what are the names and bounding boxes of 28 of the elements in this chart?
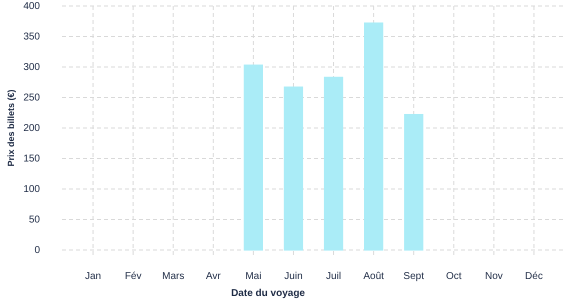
x-tick-label: Avr: [206, 271, 222, 282]
x-tick-label: Août: [363, 271, 384, 282]
y-tick-label: 350: [23, 32, 40, 43]
y-tick-label: 400: [23, 1, 40, 12]
x-tick-label: Déc: [525, 271, 543, 282]
y-tick-label: 250: [23, 92, 40, 104]
y-tick-label: 300: [23, 62, 40, 74]
x-tick-label: Fév: [124, 271, 142, 282]
y-tick-label: 0: [34, 245, 40, 256]
x-tick-label: Oct: [446, 271, 462, 282]
bar: [244, 64, 263, 251]
x-tick-label: Mai: [245, 271, 262, 282]
x-tick-label: Juin: [284, 271, 303, 282]
y-tick-label: 100: [23, 184, 40, 196]
x-tick-label: Juil: [326, 271, 342, 282]
x-tick-label: Jan: [85, 271, 102, 282]
y-tick-label: 50: [28, 214, 40, 226]
bar: [324, 76, 344, 251]
y-axis-title: Prix des billets (€): [6, 89, 16, 167]
x-tick-label: Mars: [162, 271, 184, 282]
x-tick-label: Sept: [403, 271, 424, 282]
y-tick-label: 150: [23, 154, 40, 165]
x-tick-label: Nov: [484, 271, 503, 282]
x-axis-title: Date du voyage: [231, 288, 306, 299]
bar: [404, 114, 424, 251]
bar: [364, 22, 384, 251]
bar: [284, 86, 304, 251]
y-tick-label: 200: [23, 123, 40, 134]
